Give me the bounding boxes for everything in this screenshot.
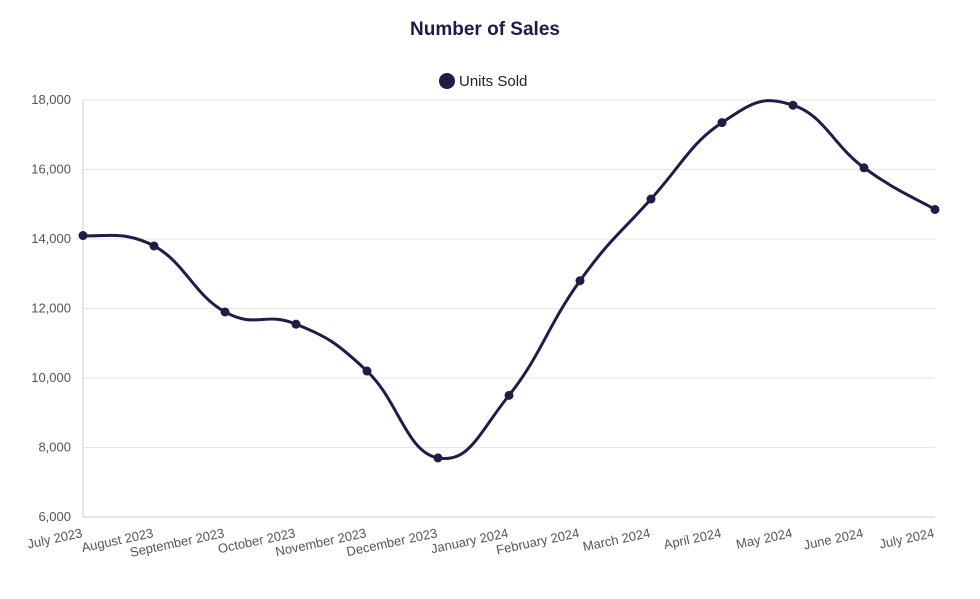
series-line-units-sold — [81, 99, 937, 461]
y-tick-label: 14,000 — [31, 231, 71, 246]
y-tick-label: 16,000 — [31, 162, 71, 177]
data-point[interactable] — [149, 241, 159, 251]
data-point[interactable] — [291, 319, 301, 329]
data-point[interactable] — [504, 390, 514, 400]
data-point[interactable] — [930, 204, 940, 214]
x-tick-label: July 2023 — [26, 525, 84, 551]
data-point[interactable] — [717, 118, 727, 128]
y-tick-label: 18,000 — [31, 92, 71, 107]
legend[interactable]: Units Sold — [439, 73, 527, 90]
x-tick-label: February 2024 — [495, 525, 581, 557]
y-tick-label: 10,000 — [31, 370, 71, 385]
chart-title: Number of Sales — [410, 19, 560, 40]
y-tick-label: 8,000 — [38, 440, 71, 455]
data-point[interactable] — [78, 231, 88, 241]
data-point[interactable] — [859, 163, 869, 173]
x-tick-label: March 2024 — [581, 525, 651, 554]
y-axis-ticks: 6,000 8,000 10,000 12,000 14,000 16,000 18,000 — [31, 92, 71, 524]
data-point[interactable] — [433, 453, 443, 463]
x-tick-label: June 2024 — [802, 525, 865, 552]
data-point[interactable] — [362, 366, 372, 376]
legend-marker — [439, 73, 455, 89]
y-tick-label: 12,000 — [31, 301, 71, 316]
axes — [82, 100, 935, 518]
series-units-sold — [78, 99, 940, 463]
data-point[interactable] — [220, 307, 230, 317]
x-tick-label: July 2024 — [878, 525, 936, 551]
data-point[interactable] — [646, 194, 656, 204]
data-point[interactable] — [788, 100, 798, 110]
y-tick-label: 6,000 — [38, 509, 71, 524]
x-tick-label: April 2024 — [662, 525, 722, 552]
legend-label: Units Sold — [459, 73, 527, 90]
data-point[interactable] — [575, 276, 585, 286]
x-tick-label: May 2024 — [735, 525, 794, 552]
